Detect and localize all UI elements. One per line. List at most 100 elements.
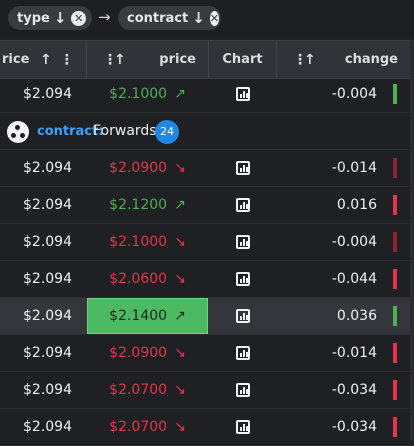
group-key: contract: <box>37 124 104 139</box>
price-cell[interactable]: $2.0700 ↘ <box>87 372 208 408</box>
change-cell[interactable]: -0.034 <box>331 419 377 435</box>
change-cell[interactable]: 0.016 <box>336 197 377 213</box>
price-value: $2.1400 <box>109 308 168 324</box>
price-cell[interactable]: $2.1200 ↗ <box>87 187 208 223</box>
last-price-cell[interactable]: $2.094 <box>23 345 72 361</box>
change-cell[interactable]: -0.044 <box>331 271 377 287</box>
price-cell[interactable]: $2.1400 ↗ <box>87 298 208 334</box>
chart-cell[interactable] <box>209 261 276 297</box>
change-cell[interactable]: -0.004 <box>331 234 377 250</box>
group-row[interactable]: contract: Forwards 24 <box>0 113 414 150</box>
sort-down-icon[interactable]: ↓ <box>53 9 67 27</box>
bar-chart-icon[interactable] <box>235 420 250 434</box>
last-price-cell[interactable]: $2.094 <box>23 86 72 102</box>
sort-down-icon[interactable]: ↓ <box>192 9 205 27</box>
group-value: Forwards <box>93 123 157 139</box>
bar-chart-icon[interactable] <box>235 272 250 286</box>
column-divider[interactable] <box>86 41 87 78</box>
group-expand-icon[interactable] <box>7 121 29 143</box>
bar-chart-icon[interactable] <box>235 198 250 212</box>
close-icon[interactable]: ✕ <box>71 10 86 26</box>
bar-chart-icon[interactable] <box>235 87 250 101</box>
price-value: $2.1200 <box>109 197 168 213</box>
chart-cell[interactable] <box>209 187 276 223</box>
change-indicator-bar <box>393 343 397 363</box>
price-cell[interactable]: $2.0900 ↘ <box>87 335 208 371</box>
column-menu-icon[interactable]: ⋮ <box>103 51 117 68</box>
column-header-chart[interactable]: Chart <box>209 41 276 78</box>
last-price-cell[interactable]: $2.094 <box>23 271 72 287</box>
column-divider[interactable] <box>208 41 209 78</box>
column-header-label: Chart <box>222 52 263 67</box>
table-row[interactable]: $2.094 $2.0700 ↘ -0.034 <box>0 372 414 409</box>
change-cell[interactable]: -0.014 <box>331 160 377 176</box>
table-row[interactable]: $2.094 $2.0700 ↘ -0.034 <box>0 409 414 446</box>
table-row[interactable]: $2.094 $2.0600 ↘ -0.044 <box>0 261 414 298</box>
price-cell[interactable]: $2.1000 ↗ <box>87 76 208 112</box>
table-row[interactable]: $2.094 $2.1400 ↗ 0.036 <box>0 298 414 335</box>
column-header-price[interactable]: ⋮ ↑ price <box>87 41 208 78</box>
change-cell[interactable]: -0.004 <box>331 86 377 102</box>
column-menu-icon[interactable]: ⋮ <box>293 51 307 68</box>
price-cell[interactable]: $2.0900 ↘ <box>87 150 208 186</box>
group-chip-type[interactable]: type ↓ ✕ <box>8 6 92 30</box>
last-price-cell[interactable]: $2.094 <box>23 160 72 176</box>
last-price-cell[interactable]: $2.094 <box>23 197 72 213</box>
table-row[interactable]: $2.094 $2.0900 ↘ -0.014 <box>0 335 414 372</box>
trending-down-icon: ↘ <box>174 234 186 250</box>
close-icon[interactable]: ✕ <box>209 10 220 26</box>
bar-chart-icon[interactable] <box>235 383 250 397</box>
price-value: $2.0700 <box>109 382 168 398</box>
last-price-cell[interactable]: $2.094 <box>23 419 72 435</box>
price-value: $2.0900 <box>109 345 168 361</box>
sort-up-icon[interactable]: ↑ <box>114 51 126 68</box>
table-row[interactable]: $2.094 $2.1200 ↗ 0.016 <box>0 187 414 224</box>
change-cell[interactable]: -0.034 <box>331 382 377 398</box>
column-divider[interactable] <box>276 41 277 78</box>
sort-up-icon[interactable]: ↑ <box>40 51 52 68</box>
chart-cell[interactable] <box>209 76 276 112</box>
change-indicator-bar <box>393 158 397 178</box>
price-value: $2.0700 <box>109 419 168 435</box>
bar-chart-icon[interactable] <box>235 309 250 323</box>
price-cell[interactable]: $2.1000 ↘ <box>87 224 208 260</box>
bar-chart-icon[interactable] <box>235 235 250 249</box>
chart-cell[interactable] <box>209 335 276 371</box>
change-cell[interactable]: -0.014 <box>331 345 377 361</box>
column-menu-icon[interactable]: ⋮ <box>59 51 74 68</box>
trending-up-icon: ↗ <box>174 86 186 102</box>
group-chip-contract[interactable]: contract ↓ ✕ <box>118 6 221 30</box>
vertical-scrollbar[interactable] <box>410 40 414 441</box>
column-header-change[interactable]: ⋮ ↑ change <box>277 41 414 78</box>
price-cell[interactable]: $2.0600 ↘ <box>87 261 208 297</box>
table-row[interactable]: $2.094 $2.1000 ↗ -0.004 <box>0 76 414 113</box>
change-indicator-bar <box>393 380 397 400</box>
chart-cell[interactable] <box>209 298 276 334</box>
row-group-panel: type ↓ ✕ → contract ↓ ✕ <box>0 0 414 38</box>
chart-cell[interactable] <box>209 224 276 260</box>
group-chip-label: type <box>17 10 50 26</box>
column-header-row: rice ↑ ⋮ ⋮ ↑ price Chart ⋮ ↑ change <box>0 40 414 79</box>
chart-cell[interactable] <box>209 372 276 408</box>
last-price-cell[interactable]: $2.094 <box>23 308 72 324</box>
column-header-label: change <box>344 52 398 67</box>
last-price-cell[interactable]: $2.094 <box>23 382 72 398</box>
group-count-badge: 24 <box>155 120 179 144</box>
trending-up-icon: ↗ <box>174 308 186 324</box>
column-header-label: price <box>159 52 196 67</box>
chart-cell[interactable] <box>209 409 276 445</box>
price-cell[interactable]: $2.0700 ↘ <box>87 409 208 445</box>
bar-chart-icon[interactable] <box>235 346 250 360</box>
table-row[interactable]: $2.094 $2.1000 ↘ -0.004 <box>0 224 414 261</box>
column-header-last-price[interactable]: rice ↑ ⋮ <box>0 41 86 78</box>
last-price-cell[interactable]: $2.094 <box>23 234 72 250</box>
chart-cell[interactable] <box>209 150 276 186</box>
sort-up-icon[interactable]: ↑ <box>304 51 316 68</box>
change-indicator-bar <box>393 195 397 215</box>
change-cell[interactable]: 0.036 <box>336 308 377 324</box>
group-chip-label: contract <box>127 10 189 26</box>
column-header-label: rice <box>2 52 30 67</box>
table-row[interactable]: $2.094 $2.0900 ↘ -0.014 <box>0 150 414 187</box>
bar-chart-icon[interactable] <box>235 161 250 175</box>
